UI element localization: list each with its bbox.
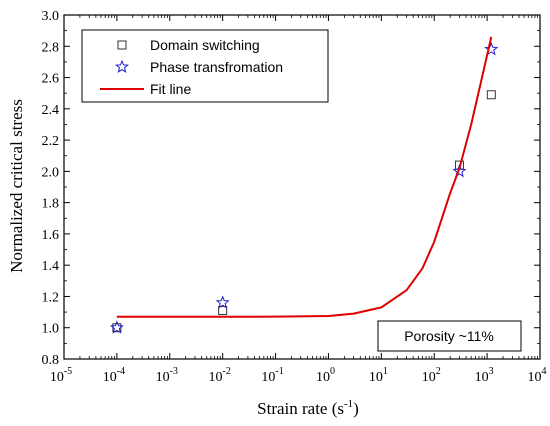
y-tick-label: 3.0 — [42, 9, 60, 24]
y-tick-label: 1.8 — [42, 197, 60, 212]
star-marker — [484, 42, 499, 56]
x-tick-label: 100 — [316, 366, 335, 385]
x-tick-label: 10-3 — [156, 366, 178, 385]
star-marker — [109, 320, 124, 334]
y-tick-label: 1.0 — [42, 322, 60, 337]
annotation-box: Porosity ~11% — [377, 320, 522, 352]
legend-label: Fit line — [150, 81, 191, 97]
y-tick-label: 1.2 — [42, 290, 60, 305]
y-tick-label: 2.2 — [42, 134, 60, 149]
x-tick-label: 102 — [422, 366, 441, 385]
x-axis: 10-5 10-4 10-3 10-2 10-1 100 101 102 103 104 — [50, 15, 547, 385]
y-tick-label: 1.4 — [42, 259, 60, 274]
star-marker — [215, 295, 230, 309]
y-tick-label: 2.6 — [42, 72, 60, 87]
x-tick-label: 10-5 — [50, 366, 72, 385]
square-marker — [218, 306, 228, 316]
legend: Domain switching Phase transfromation Fit … — [81, 29, 329, 103]
square-marker — [486, 90, 496, 100]
y-tick-label: 2.8 — [42, 40, 60, 55]
legend-label: Phase transfromation — [150, 59, 283, 75]
y-tick-label: 2.4 — [42, 103, 60, 118]
x-tick-label: 10-2 — [208, 366, 230, 385]
x-tick-label: 10-1 — [261, 366, 283, 385]
series-layer — [109, 36, 499, 334]
legend-marker — [117, 40, 127, 50]
x-tick-label: 10-4 — [103, 366, 125, 385]
y-axis: 0.8 1.0 1.2 1.4 1.6 1.8 2.0 2.2 2.4 2.6 2.8 3.0 — [42, 9, 540, 368]
annotation-text: Porosity ~11% — [404, 328, 494, 344]
y-tick-label: 2.0 — [42, 165, 60, 180]
series — [109, 42, 499, 334]
y-axis-label: Normalized critical stress — [7, 99, 26, 273]
y-tick-label: 1.6 — [42, 228, 60, 243]
x-axis-label-text: Strain rate (s — [257, 399, 344, 418]
x-tick-label: 103 — [475, 366, 494, 385]
series — [116, 36, 493, 318]
x-tick-label: 101 — [369, 366, 388, 385]
star-marker — [452, 163, 467, 178]
x-tick-label: 104 — [528, 366, 547, 385]
x-axis-label-exponent: -1 — [344, 398, 353, 410]
x-axis-label: Strain rate (s-1) — [257, 398, 359, 418]
legend-marker — [114, 59, 130, 73]
x-axis-label-suffix: ) — [353, 399, 359, 418]
legend-label: Domain switching — [150, 37, 260, 53]
y-tick-label: 0.8 — [42, 353, 60, 368]
fit-line — [116, 36, 493, 318]
